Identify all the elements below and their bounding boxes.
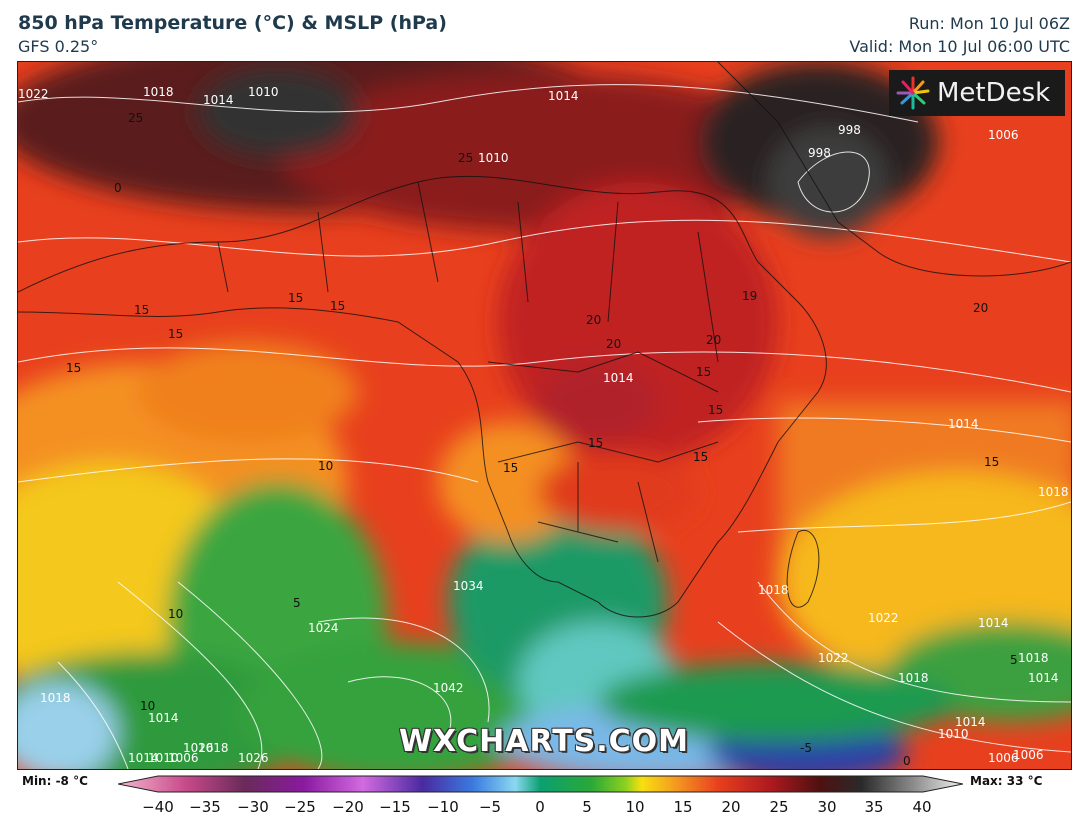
isobar-label: 1014 [948,417,979,431]
colorbar-tick: 20 [721,798,741,816]
isobar-label-group: 1022 1018 1014 1010 1014 1010 1014 998 9… [18,85,1069,765]
isobar-label: 1018 [40,691,71,705]
model-label: GFS 0.25° [18,37,99,56]
isobar-label: 1018 [1038,485,1069,499]
isobar-label: 1010 [478,151,509,165]
isobar-label: 998 [808,146,831,160]
weather-map[interactable]: 1022 1018 1014 1010 1014 1010 1014 998 9… [17,61,1072,770]
colorbar-tick: 5 [582,798,592,816]
temperature-label: 25 [458,151,473,165]
isobar-label: 1014 [978,616,1009,630]
temperature-label: 10 [168,607,183,621]
temperature-label: 15 [168,327,183,341]
isobar-label: 998 [838,123,861,137]
colorbar-tick: −30 [237,798,269,816]
temperature-label: 15 [330,299,345,313]
temperature-label: 15 [696,365,711,379]
temperature-label: 19 [742,289,757,303]
max-label: Max: 33 °C [970,774,1043,788]
temperature-label: 15 [693,450,708,464]
metdesk-logo-icon [896,76,930,110]
temperature-label-group: 25 25 0 15 15 15 15 15 10 10 10 5 20 20 … [66,111,1018,768]
isobar-label: 1024 [308,621,339,635]
colorbar-tick: 15 [673,798,693,816]
temperature-label: 20 [706,333,721,347]
temperature-label: 20 [973,301,988,315]
isobar-label: 1010 [148,751,179,765]
metdesk-logo: MetDesk [889,70,1065,116]
min-label: Min: -8 °C [22,774,88,788]
colorbar-tick: −35 [189,798,221,816]
temperature-label: 0 [903,754,911,768]
isobar-label: 1026 [183,741,214,755]
isobar-label: 1018 [758,583,789,597]
colorbar-tick: 35 [864,798,884,816]
temperature-label: -5 [800,741,812,755]
chart-title: 850 hPa Temperature (°C) & MSLP (hPa) [18,12,447,34]
isobar-label: 1018 [1018,651,1049,665]
isobar-label: 1042 [433,681,464,695]
temperature-label: 15 [588,436,603,450]
isobar-label: 1014 [203,93,234,107]
colorbar-tick: 40 [912,798,932,816]
isobar-label: 1006 [988,751,1019,765]
isobar-lines [18,84,1071,769]
isobar-label: 1010 [248,85,279,99]
colorbar [118,775,963,793]
country-borders [18,62,1071,618]
colorbar-tick: 25 [769,798,789,816]
colorbar-tick: −10 [427,798,459,816]
colorbar-ticks: −40 −35 −30 −25 −20 −15 −10 −5 0 5 10 15… [0,798,1088,820]
isobar-label: 1022 [868,611,899,625]
temperature-label: 25 [128,111,143,125]
isobar-label: 1014 [955,715,986,729]
temperature-label: 20 [606,337,621,351]
isobar-label: 1022 [18,87,49,101]
isobar-label: 1010 [938,727,969,741]
temperature-label: 5 [1010,653,1018,667]
colorbar-tick: −25 [284,798,316,816]
isobar-label: 1034 [453,579,484,593]
temperature-shading [18,62,1071,769]
colorbar-tick: −20 [332,798,364,816]
colorbar-tick: 0 [535,798,545,816]
logo-text: MetDesk [937,78,1051,108]
isobar-label: 1018 [898,671,929,685]
isobar-label: 1014 [1028,671,1059,685]
isobar-label: 1018 [143,85,174,99]
temperature-label: 15 [984,455,999,469]
watermark: WXCHARTS.COM [398,724,690,759]
isobar-label: 1006 [168,751,199,765]
valid-time: Valid: Mon 10 Jul 06:00 UTC [849,37,1070,56]
isobar-label: 1006 [1013,748,1044,762]
color-scale: Min: -8 °C [0,770,1088,833]
temperature-label: 15 [503,461,518,475]
temperature-label: 15 [66,361,81,375]
run-time: Run: Mon 10 Jul 06Z [908,14,1070,33]
temperature-label: 5 [293,596,301,610]
colorbar-tick: 30 [817,798,837,816]
header: 850 hPa Temperature (°C) & MSLP (hPa) GF… [0,0,1088,60]
colorbar-tick: −5 [478,798,502,816]
temperature-label: 15 [708,403,723,417]
temperature-label: 10 [318,459,333,473]
temperature-label: 20 [586,313,601,327]
temperature-label: 10 [140,699,155,713]
isobar-label: 1022 [818,651,849,665]
isobar-label: 1014 [148,711,179,725]
map-canvas: 1022 1018 1014 1010 1014 1010 1014 998 9… [18,62,1071,769]
isobar-label: 1014 [548,89,579,103]
isobar-label: 1014 [128,751,159,765]
colorbar-tick: −40 [142,798,174,816]
temperature-label: 15 [134,303,149,317]
temperature-label: 15 [288,291,303,305]
isobar-label: 1014 [603,371,634,385]
temperature-label: 0 [114,181,122,195]
isobar-label: 1006 [988,128,1019,142]
colorbar-tick: −15 [379,798,411,816]
isobar-label: 1018 [198,741,229,755]
isobar-label: 1026 [238,751,269,765]
colorbar-tick: 10 [625,798,645,816]
